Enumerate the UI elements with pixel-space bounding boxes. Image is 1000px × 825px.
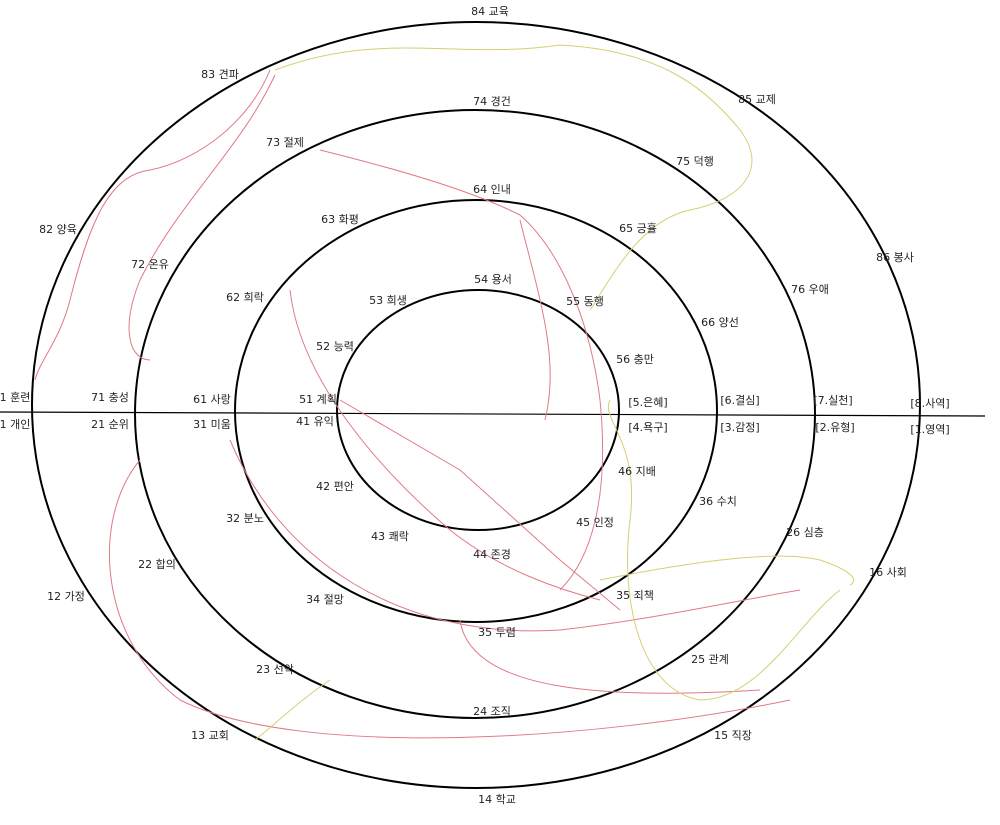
node-label: 45 인정 bbox=[576, 516, 614, 529]
node-label: 84 교육 bbox=[471, 5, 509, 18]
node-label: 82 양육 bbox=[39, 223, 77, 236]
node-label: 63 화평 bbox=[321, 213, 359, 226]
node-label: 14 학교 bbox=[478, 793, 516, 806]
outer-ring bbox=[31, 21, 921, 789]
sketch bbox=[319, 149, 604, 591]
node-label: 16 사회 bbox=[869, 566, 907, 579]
node-label: 13 교회 bbox=[191, 729, 229, 742]
sketch bbox=[459, 619, 761, 694]
node-label: 83 견파 bbox=[201, 68, 239, 81]
node-label: 21 순위 bbox=[91, 418, 129, 431]
node-label: 41 유익 bbox=[296, 415, 334, 428]
node-label: 61 사랑 bbox=[193, 393, 231, 406]
node-label: 35 죄책 bbox=[616, 589, 654, 602]
node-label: 31 미움 bbox=[193, 418, 231, 431]
node-label: 46 지배 bbox=[618, 465, 656, 478]
node-label: [8.사역] bbox=[910, 397, 949, 410]
node-label: 65 긍휼 bbox=[619, 222, 657, 235]
sketch bbox=[608, 399, 841, 701]
node-label: 71 충성 bbox=[91, 391, 129, 404]
node-label: 54 용서 bbox=[474, 273, 512, 286]
node-label: 86 봉사 bbox=[876, 251, 914, 264]
node-label: 75 덕행 bbox=[676, 155, 714, 168]
node-label: 1 개인 bbox=[0, 418, 30, 431]
node-label: 1 훈련 bbox=[0, 391, 30, 404]
sketch bbox=[289, 289, 601, 601]
node-label: 76 우애 bbox=[791, 283, 829, 296]
node-label: 56 충만 bbox=[616, 353, 654, 366]
sketch bbox=[519, 219, 551, 421]
sketch bbox=[229, 439, 801, 632]
annotations bbox=[34, 44, 855, 741]
node-label: [6.결심] bbox=[720, 394, 759, 407]
node-label: 36 수치 bbox=[699, 495, 737, 508]
axis-line bbox=[0, 411, 986, 417]
sketch bbox=[108, 459, 791, 739]
node-label: 51 계획 bbox=[299, 393, 337, 406]
sketch bbox=[599, 555, 855, 586]
node-label: [7.실천] bbox=[813, 393, 852, 407]
sketch bbox=[274, 44, 753, 311]
node-label: 12 가정 bbox=[47, 590, 85, 603]
node-label: 22 합의 bbox=[138, 558, 176, 571]
node-label: 23 선악 bbox=[256, 663, 294, 676]
node-label: 43 쾌락 bbox=[371, 530, 409, 543]
node-label: 44 존경 bbox=[473, 548, 511, 561]
sketch bbox=[34, 69, 271, 381]
node-label: [1.영역] bbox=[910, 423, 949, 436]
ring-3 bbox=[134, 109, 816, 719]
node-label: 42 편안 bbox=[316, 480, 354, 493]
node-label: 74 경건 bbox=[473, 95, 511, 108]
node-label: 25 관계 bbox=[691, 653, 729, 666]
node-label: 72 온유 bbox=[131, 258, 169, 271]
node-label: 73 절제 bbox=[266, 136, 304, 149]
node-label: 53 희생 bbox=[369, 294, 407, 307]
sketch bbox=[128, 74, 276, 361]
node-label: 55 동행 bbox=[566, 295, 604, 308]
node-label: 15 직장 bbox=[714, 729, 752, 742]
node-label: 35 두렴 bbox=[478, 626, 516, 639]
node-label: 32 분노 bbox=[226, 512, 264, 525]
node-label: 64 인내 bbox=[473, 183, 511, 196]
sketch bbox=[339, 399, 621, 611]
node-label: 34 절망 bbox=[306, 593, 344, 606]
node-label: [2.유형] bbox=[815, 421, 854, 434]
node-label: [3.감정] bbox=[720, 421, 759, 434]
node-label: 26 심층 bbox=[786, 526, 824, 539]
inner-ring bbox=[336, 289, 620, 531]
node-label: [4.욕구] bbox=[628, 421, 667, 434]
node-label: 66 양선 bbox=[701, 316, 739, 329]
node-label: 52 능력 bbox=[316, 340, 354, 353]
node-label: 24 조직 bbox=[473, 705, 511, 718]
node-label: 62 희락 bbox=[226, 291, 264, 304]
node-label: 85 교제 bbox=[738, 93, 776, 106]
ring-2 bbox=[234, 199, 718, 623]
sketch bbox=[254, 679, 331, 741]
node-label: [5.은혜] bbox=[628, 396, 667, 409]
